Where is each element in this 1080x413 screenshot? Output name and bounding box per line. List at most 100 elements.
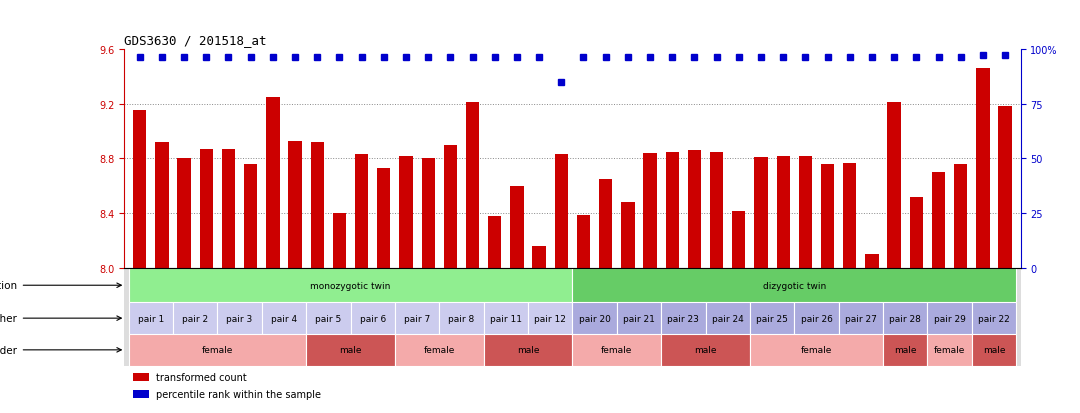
Text: pair 2: pair 2 bbox=[183, 314, 208, 323]
Text: GDS3630 / 201518_at: GDS3630 / 201518_at bbox=[124, 34, 267, 47]
Text: pair 24: pair 24 bbox=[712, 314, 744, 323]
Bar bbox=[288, 141, 301, 268]
Text: female: female bbox=[934, 346, 966, 354]
Text: male: male bbox=[339, 346, 362, 354]
Bar bbox=[306, 303, 351, 334]
Bar bbox=[577, 215, 590, 268]
Bar bbox=[133, 111, 147, 268]
Bar bbox=[883, 303, 928, 334]
Bar bbox=[484, 334, 572, 366]
Bar bbox=[129, 268, 572, 303]
Text: pair 28: pair 28 bbox=[889, 314, 921, 323]
Bar bbox=[444, 145, 457, 268]
Bar bbox=[821, 164, 834, 268]
Bar bbox=[440, 303, 484, 334]
Bar bbox=[465, 103, 480, 268]
Bar bbox=[998, 107, 1012, 268]
Bar bbox=[799, 156, 812, 268]
Text: percentile rank within the sample: percentile rank within the sample bbox=[156, 389, 321, 399]
Bar bbox=[351, 303, 395, 334]
Bar bbox=[621, 203, 635, 268]
Bar bbox=[665, 152, 679, 268]
Bar bbox=[555, 155, 568, 268]
Text: other: other bbox=[0, 313, 121, 323]
Text: pair 23: pair 23 bbox=[667, 314, 699, 323]
Text: pair 8: pair 8 bbox=[448, 314, 474, 323]
Bar bbox=[865, 255, 879, 268]
Bar bbox=[928, 334, 972, 366]
Text: pair 26: pair 26 bbox=[800, 314, 833, 323]
Bar bbox=[400, 156, 413, 268]
Text: female: female bbox=[202, 346, 233, 354]
Bar bbox=[244, 164, 257, 268]
Bar bbox=[266, 97, 280, 268]
Bar bbox=[732, 211, 745, 268]
Bar bbox=[839, 303, 883, 334]
Bar bbox=[377, 169, 391, 268]
Bar bbox=[754, 158, 768, 268]
Text: genotype/variation: genotype/variation bbox=[0, 280, 121, 290]
Bar bbox=[395, 334, 484, 366]
Text: female: female bbox=[423, 346, 455, 354]
Text: pair 12: pair 12 bbox=[535, 314, 566, 323]
Text: male: male bbox=[983, 346, 1005, 354]
Bar bbox=[976, 69, 989, 268]
Text: pair 1: pair 1 bbox=[138, 314, 164, 323]
Text: pair 6: pair 6 bbox=[360, 314, 386, 323]
Bar bbox=[173, 303, 217, 334]
Bar bbox=[572, 303, 617, 334]
Bar bbox=[421, 159, 435, 268]
Text: male: male bbox=[516, 346, 539, 354]
Text: pair 25: pair 25 bbox=[756, 314, 788, 323]
Bar bbox=[794, 303, 839, 334]
Bar bbox=[928, 303, 972, 334]
Bar bbox=[129, 334, 306, 366]
Bar bbox=[133, 373, 149, 381]
Text: monozygotic twin: monozygotic twin bbox=[310, 281, 391, 290]
Bar bbox=[572, 334, 661, 366]
Text: male: male bbox=[694, 346, 717, 354]
Bar bbox=[572, 268, 1016, 303]
Text: female: female bbox=[800, 346, 833, 354]
Bar bbox=[777, 156, 789, 268]
Bar bbox=[661, 303, 705, 334]
Bar bbox=[705, 303, 750, 334]
Bar bbox=[644, 154, 657, 268]
Bar bbox=[710, 152, 724, 268]
Bar bbox=[311, 142, 324, 268]
Text: pair 20: pair 20 bbox=[579, 314, 610, 323]
Text: pair 3: pair 3 bbox=[227, 314, 253, 323]
Text: pair 29: pair 29 bbox=[934, 314, 966, 323]
Bar bbox=[750, 334, 883, 366]
Text: pair 4: pair 4 bbox=[271, 314, 297, 323]
Bar bbox=[355, 155, 368, 268]
Bar bbox=[488, 216, 501, 268]
Text: transformed count: transformed count bbox=[156, 372, 246, 382]
Bar bbox=[617, 303, 661, 334]
Bar bbox=[484, 303, 528, 334]
Bar bbox=[932, 173, 945, 268]
Bar bbox=[261, 303, 306, 334]
Bar bbox=[221, 150, 235, 268]
Bar bbox=[972, 334, 1016, 366]
Bar bbox=[661, 334, 750, 366]
Text: pair 22: pair 22 bbox=[978, 314, 1010, 323]
Bar bbox=[333, 214, 346, 268]
Bar bbox=[688, 151, 701, 268]
Bar bbox=[972, 303, 1016, 334]
Bar bbox=[750, 303, 794, 334]
Text: pair 5: pair 5 bbox=[315, 314, 341, 323]
Bar bbox=[888, 103, 901, 268]
Bar bbox=[306, 334, 395, 366]
Text: pair 7: pair 7 bbox=[404, 314, 430, 323]
Bar bbox=[177, 159, 191, 268]
Bar bbox=[510, 186, 524, 268]
Text: dizygotic twin: dizygotic twin bbox=[762, 281, 826, 290]
Text: pair 21: pair 21 bbox=[623, 314, 654, 323]
Bar bbox=[129, 303, 173, 334]
Text: gender: gender bbox=[0, 345, 121, 355]
Bar bbox=[843, 163, 856, 268]
Bar bbox=[133, 390, 149, 398]
Bar bbox=[156, 142, 168, 268]
Bar bbox=[954, 164, 968, 268]
